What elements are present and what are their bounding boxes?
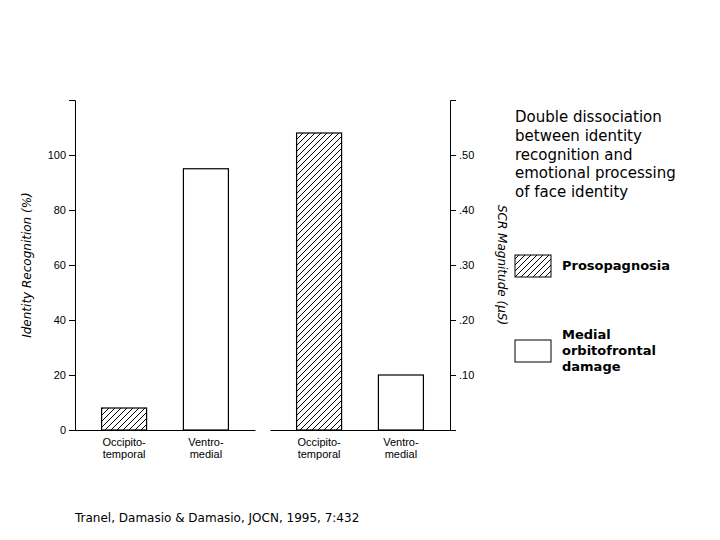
legend-label: Prosopagnosia: [562, 258, 670, 273]
legend-item: Medialorbitofrontaldamage: [515, 327, 656, 374]
tick-mark: [69, 320, 75, 321]
title: Double dissociationbetween identityrecog…: [515, 108, 676, 201]
tick-label: 60: [54, 259, 66, 271]
panel: .10 .20 .30 .40 .50 Occipito-temporal Ventro-m…: [271, 101, 510, 461]
bar: [297, 133, 342, 430]
tick: .40: [450, 204, 474, 216]
annotation: Tranel, Damasio & Damasio, JOCN, 1995, 7…: [74, 511, 359, 525]
axis-line: [271, 430, 451, 431]
tick-label: 40: [54, 314, 66, 326]
legend-swatch: [515, 340, 551, 362]
tick: .10: [450, 369, 474, 381]
tick-label: 0: [60, 424, 66, 436]
tick: Ventro-medial: [188, 430, 224, 460]
tick: Occipito-temporal: [102, 430, 146, 460]
tick-label: 20: [54, 369, 66, 381]
tick-mark: [450, 375, 456, 376]
axis-title: Identity Recognition (%): [20, 192, 34, 338]
tick-label: .20: [459, 314, 474, 326]
tick-mark: [450, 265, 456, 266]
chart: 0 20 40 60 80 100 Occipito-temporal Ventro-medi…: [0, 0, 720, 540]
panel: 0 20 40 60 80 100 Occipito-temporal Ventro-medi…: [20, 101, 256, 461]
tick: 20: [54, 369, 75, 381]
x-axis: Occipito-temporal Ventro-medial: [271, 430, 451, 460]
legend-label: Medialorbitofrontaldamage: [562, 327, 656, 374]
tick: Occipito-temporal: [297, 430, 341, 460]
tick-mark: [450, 320, 456, 321]
tick-mark: [450, 210, 456, 211]
tick-mark: [69, 430, 75, 431]
tick-label: Occipito-temporal: [297, 436, 341, 461]
tick-label: Occipito-temporal: [102, 436, 146, 461]
tick: .30: [450, 259, 474, 271]
bars: [102, 169, 229, 430]
tick: 40: [54, 314, 75, 326]
tick-label: Ventro-medial: [188, 436, 224, 461]
tick-mark: [69, 265, 75, 266]
tick: 0: [60, 424, 75, 436]
axis-line: [76, 430, 256, 431]
axis-title: SCR Magnitude (μS): [495, 205, 509, 325]
axis-line: [451, 101, 457, 431]
legend-swatch: [515, 255, 551, 277]
tick-mark: [69, 375, 75, 376]
y-axis: .10 .20 .30 .40 .50: [450, 101, 474, 431]
bar: [183, 169, 228, 430]
tick-mark: [450, 155, 456, 156]
tick: .50: [450, 149, 474, 161]
tick-label: .10: [459, 369, 474, 381]
tick-label: 100: [48, 149, 66, 161]
tick: 80: [54, 204, 75, 216]
tick: .20: [450, 314, 474, 326]
tick-label: .40: [459, 204, 474, 216]
legend-item: Prosopagnosia: [515, 255, 670, 277]
bar: [378, 375, 423, 430]
tick: Ventro-medial: [383, 430, 419, 460]
tick-label: 80: [54, 204, 66, 216]
tick: 60: [54, 259, 75, 271]
bars: [297, 133, 424, 430]
tick-label: .50: [459, 149, 474, 161]
tick-label: Ventro-medial: [383, 436, 419, 461]
x-axis: Occipito-temporal Ventro-medial: [76, 430, 256, 460]
axis-line: [69, 101, 76, 431]
legend: Prosopagnosia Medialorbitofrontaldamage: [515, 255, 670, 374]
y-axis: 0 20 40 60 80 100: [48, 101, 76, 437]
tick-mark: [69, 210, 75, 211]
bar: [102, 408, 147, 430]
tick-mark: [69, 155, 75, 156]
tick: 100: [48, 149, 75, 161]
tick-label: .30: [459, 259, 474, 271]
